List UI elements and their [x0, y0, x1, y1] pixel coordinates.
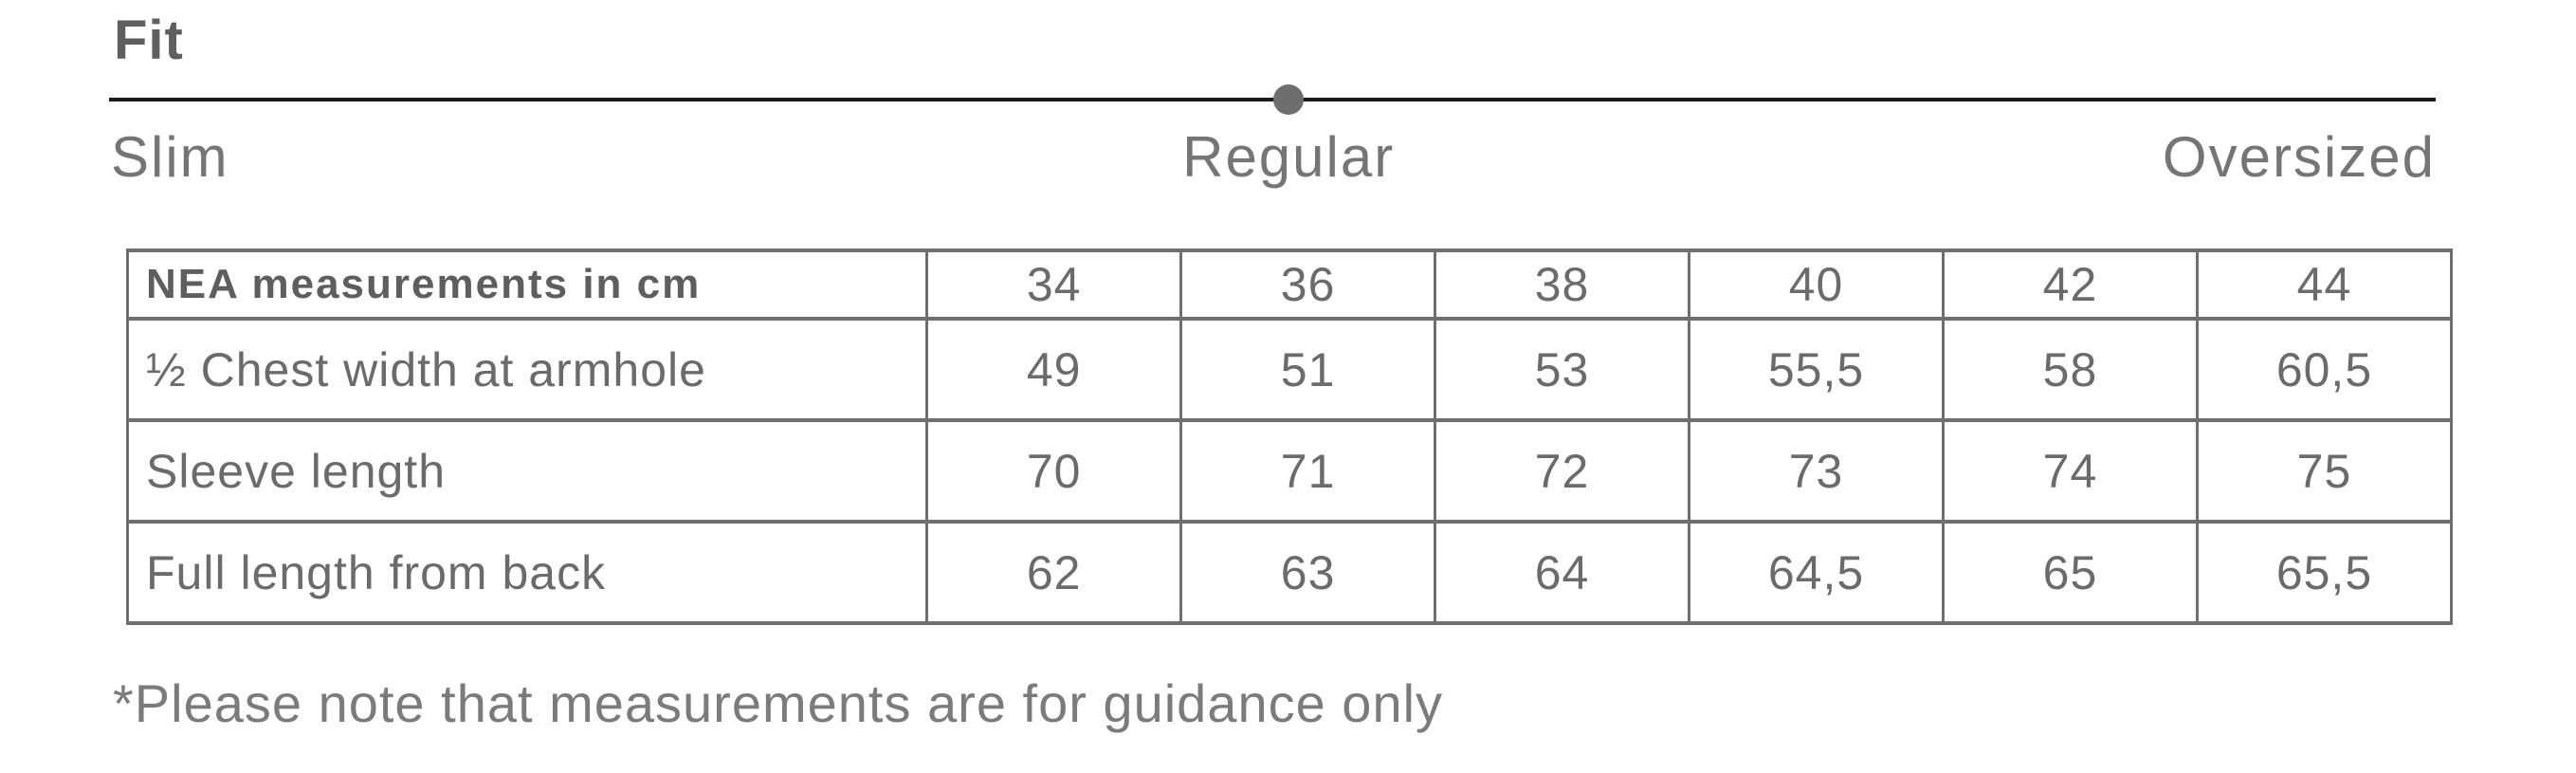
size-column-header: 44: [2195, 248, 2454, 321]
size-column-header: 38: [1434, 248, 1691, 321]
measurement-cell: 53: [1434, 317, 1691, 422]
size-column-header: 42: [1942, 248, 2199, 321]
measurement-cell: 65: [1942, 520, 2199, 625]
measurement-cell: 65,5: [2195, 520, 2454, 625]
row-label: ½ Chest width at armhole: [125, 317, 929, 422]
measurement-cell: 70: [925, 418, 1183, 524]
measurement-cell: 71: [1179, 418, 1437, 524]
size-column-header: 34: [925, 248, 1183, 321]
measurement-cell: 60,5: [2195, 317, 2454, 422]
table-header-title: NEA measurements in cm: [125, 248, 929, 321]
table-header-row: NEA measurements in cm 34 36 38 40 42 44: [125, 248, 2454, 321]
fit-indicator-dot: [1273, 84, 1305, 115]
measurement-cell: 51: [1179, 317, 1437, 422]
size-column-header: 40: [1688, 248, 1945, 321]
measurements-table: NEA measurements in cm 34 36 38 40 42 44…: [125, 248, 2454, 625]
measurement-cell: 72: [1434, 418, 1691, 524]
table-row: ½ Chest width at armhole 49 51 53 55,5 5…: [125, 317, 2454, 422]
guidance-footnote: *Please note that measurements are for g…: [113, 673, 1444, 733]
measurement-cell: 62: [925, 520, 1183, 625]
measurement-cell: 58: [1942, 317, 2199, 422]
measurement-cell: 55,5: [1688, 317, 1945, 422]
measurement-cell: 64,5: [1688, 520, 1945, 625]
measurement-cell: 49: [925, 317, 1183, 422]
measurement-cell: 63: [1179, 520, 1437, 625]
fit-label-slim: Slim: [111, 125, 229, 189]
table-row: Full length from back 62 63 64 64,5 65 6…: [125, 520, 2454, 625]
table-row: Sleeve length 70 71 72 73 74 75: [125, 418, 2454, 524]
measurement-cell: 64: [1434, 520, 1691, 625]
fit-label-oversized: Oversized: [2162, 125, 2436, 189]
row-label: Full length from back: [125, 520, 929, 625]
measurement-cell: 73: [1688, 418, 1945, 524]
size-column-header: 36: [1179, 248, 1437, 321]
fit-scale-track: [109, 84, 2436, 115]
measurement-cell: 74: [1942, 418, 2199, 524]
fit-heading: Fit: [114, 9, 184, 71]
row-label: Sleeve length: [125, 418, 929, 524]
fit-label-regular: Regular: [1182, 125, 1396, 189]
measurement-cell: 75: [2195, 418, 2454, 524]
fit-scale-labels: Slim Regular Oversized: [109, 129, 2436, 197]
